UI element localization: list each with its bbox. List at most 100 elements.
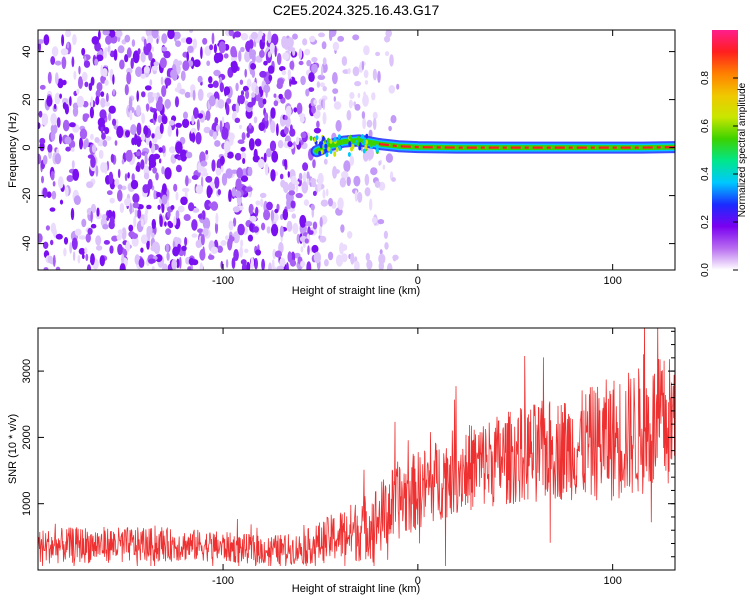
noise-speckle	[319, 82, 325, 88]
noise-speckle	[388, 85, 396, 94]
noise-speckle	[313, 251, 322, 264]
noise-speckle	[302, 162, 309, 172]
noise-speckle	[95, 245, 103, 251]
noise-speckle	[304, 48, 311, 56]
noise-speckle	[313, 99, 318, 105]
noise-speckle	[161, 166, 165, 175]
signal-onset-speckle	[337, 134, 341, 140]
noise-speckle	[90, 96, 94, 109]
noise-speckle	[143, 38, 147, 47]
noise-speckle	[221, 116, 225, 128]
noise-speckle	[263, 209, 271, 221]
noise-speckle	[179, 149, 188, 162]
noise-speckle	[129, 202, 133, 215]
signal-onset-speckle	[338, 146, 342, 151]
noise-speckle	[57, 176, 64, 189]
noise-speckle	[228, 234, 233, 246]
noise-speckle	[237, 223, 245, 236]
noise-speckle	[50, 239, 54, 246]
noise-speckle	[182, 187, 190, 193]
signal-onset-speckle	[375, 144, 379, 150]
noise-speckle	[184, 236, 188, 247]
noise-speckle	[274, 208, 279, 214]
noise-speckle	[220, 240, 227, 246]
noise-speckle	[173, 216, 177, 226]
noise-speckle	[53, 103, 57, 110]
noise-speckle	[234, 152, 242, 161]
noise-speckle	[104, 79, 109, 86]
noise-speckle	[56, 117, 61, 128]
noise-speckle	[319, 216, 323, 228]
noise-speckle	[246, 132, 250, 138]
noise-speckle	[99, 255, 106, 267]
noise-speckle	[90, 76, 95, 86]
noise-speckle	[214, 117, 219, 125]
noise-speckle	[177, 205, 185, 213]
noise-speckle	[304, 238, 309, 244]
signal-trace-core	[378, 142, 675, 149]
noise-speckle	[299, 214, 307, 228]
noise-speckle	[370, 167, 378, 176]
noise-speckle	[200, 46, 203, 59]
noise-speckle	[322, 189, 326, 199]
noise-speckle	[203, 126, 211, 134]
noise-speckle	[249, 223, 254, 232]
noise-speckle	[192, 38, 198, 50]
noise-speckle	[175, 191, 179, 201]
noise-speckle	[72, 106, 79, 117]
signal-trace-layer	[309, 133, 675, 158]
noise-speckle	[42, 155, 48, 165]
noise-speckle	[388, 125, 392, 132]
noise-speckle	[316, 81, 321, 88]
noise-speckle	[174, 87, 180, 92]
noise-speckle	[106, 92, 109, 103]
noise-speckle	[328, 197, 333, 207]
signal-onset-speckle	[361, 134, 364, 140]
noise-speckle	[187, 45, 194, 53]
noise-speckle	[110, 36, 118, 44]
noise-speckle	[329, 30, 337, 37]
noise-speckle	[277, 78, 284, 86]
noise-speckle	[296, 102, 303, 115]
noise-speckle	[241, 262, 247, 270]
noise-speckle	[221, 127, 229, 140]
noise-speckle	[132, 202, 140, 209]
noise-speckle	[306, 178, 310, 186]
noise-speckle	[134, 209, 138, 218]
noise-speckle	[169, 146, 176, 154]
noise-speckle	[255, 200, 261, 206]
spectrogram-panel: -100 0 100 -40 -20 0 20 40 Height of straight l…	[7, 29, 676, 297]
noise-speckle	[161, 115, 168, 125]
noise-speckle	[378, 160, 381, 166]
noise-speckle	[240, 33, 249, 41]
noise-speckle	[267, 30, 272, 44]
noise-speckle	[251, 92, 256, 98]
noise-speckle	[126, 71, 132, 85]
noise-speckle	[261, 258, 265, 270]
noise-speckle	[371, 217, 378, 224]
noise-speckle	[318, 32, 325, 38]
noise-speckle	[60, 48, 69, 56]
noise-speckle	[312, 159, 316, 169]
noise-speckle	[109, 216, 115, 227]
noise-speckle	[105, 35, 112, 45]
noise-speckle	[69, 122, 76, 128]
noise-speckle	[46, 191, 52, 198]
noise-speckle	[306, 261, 312, 270]
noise-speckle	[364, 173, 370, 186]
noise-speckle	[38, 39, 44, 44]
noise-speckle	[375, 51, 381, 57]
noise-speckle	[192, 207, 200, 213]
snr-y-axis-label: SNR (10 * v/v)	[7, 414, 19, 484]
noise-speckle	[378, 253, 386, 265]
spectrogram-frame	[37, 29, 676, 271]
noise-speckle	[240, 239, 244, 248]
noise-speckle	[372, 111, 378, 120]
noise-speckle	[78, 65, 81, 75]
noise-speckle	[362, 117, 366, 130]
noise-speckle	[152, 167, 158, 174]
snr-y-tick-label: 2000	[21, 425, 33, 449]
noise-speckle	[146, 204, 152, 210]
spectrogram-y-tick-label: -40	[21, 236, 33, 252]
signal-onset-speckle	[320, 149, 324, 155]
